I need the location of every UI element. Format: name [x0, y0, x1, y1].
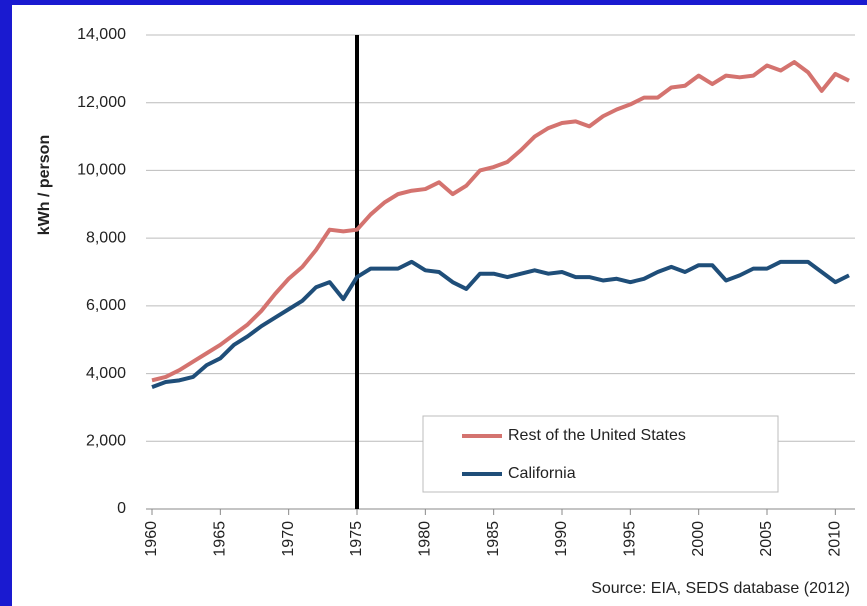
- y-tick-label: 6,000: [86, 297, 126, 314]
- y-tick-label: 2,000: [86, 433, 126, 450]
- x-tick-label: 2005: [758, 521, 775, 557]
- x-tick-label: 1975: [348, 521, 365, 557]
- y-tick-label: 4,000: [86, 365, 126, 382]
- x-tick-label: 1965: [212, 521, 229, 557]
- legend-box: [422, 415, 779, 493]
- x-tick-label: 1980: [417, 521, 434, 557]
- x-tick-label: 2000: [690, 521, 707, 557]
- y-tick-label: 10,000: [77, 162, 126, 179]
- x-tick-label: 1970: [280, 521, 297, 557]
- legend-label: Rest of the United States: [508, 427, 686, 444]
- source-note: Source: EIA, SEDS database (2012): [591, 580, 850, 597]
- x-tick-label: 1995: [622, 521, 639, 557]
- legend-label: California: [508, 465, 576, 482]
- y-tick-label: 12,000: [77, 94, 126, 111]
- y-tick-label: 14,000: [77, 26, 126, 43]
- x-tick-label: 2010: [827, 521, 844, 557]
- x-tick-label: 1990: [553, 521, 570, 557]
- series-line: [151, 259, 850, 389]
- y-tick-label: 0: [117, 500, 126, 517]
- x-tick-label: 1985: [485, 521, 502, 557]
- x-tick-label: 1960: [143, 521, 160, 557]
- y-axis-label: kWh / person: [36, 135, 53, 235]
- y-tick-label: 8,000: [86, 229, 126, 246]
- series-line: [151, 60, 850, 383]
